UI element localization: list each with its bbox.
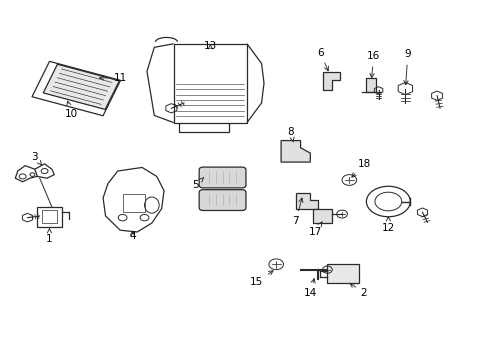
Text: 3: 3 (31, 152, 41, 165)
FancyBboxPatch shape (199, 167, 245, 188)
Polygon shape (366, 78, 375, 92)
Text: 2: 2 (349, 283, 366, 298)
Text: 10: 10 (65, 101, 78, 119)
Text: 9: 9 (403, 49, 410, 85)
Text: 16: 16 (366, 51, 380, 78)
Text: 1: 1 (46, 228, 53, 244)
Text: 12: 12 (381, 217, 394, 233)
Text: 17: 17 (308, 222, 322, 237)
Polygon shape (312, 209, 331, 223)
Polygon shape (281, 140, 310, 162)
Polygon shape (327, 264, 358, 283)
Polygon shape (43, 64, 119, 109)
Text: 6: 6 (316, 48, 328, 71)
Polygon shape (295, 193, 317, 209)
Text: 5: 5 (192, 177, 203, 190)
Text: 13: 13 (203, 41, 217, 50)
FancyBboxPatch shape (199, 190, 245, 211)
Polygon shape (322, 72, 339, 90)
Text: 15: 15 (249, 271, 272, 287)
Text: 7: 7 (292, 198, 302, 226)
Text: 4: 4 (129, 231, 135, 240)
Text: 11: 11 (100, 73, 126, 83)
Text: 14: 14 (303, 279, 316, 298)
Text: 8: 8 (287, 127, 294, 142)
Text: 18: 18 (351, 159, 370, 177)
